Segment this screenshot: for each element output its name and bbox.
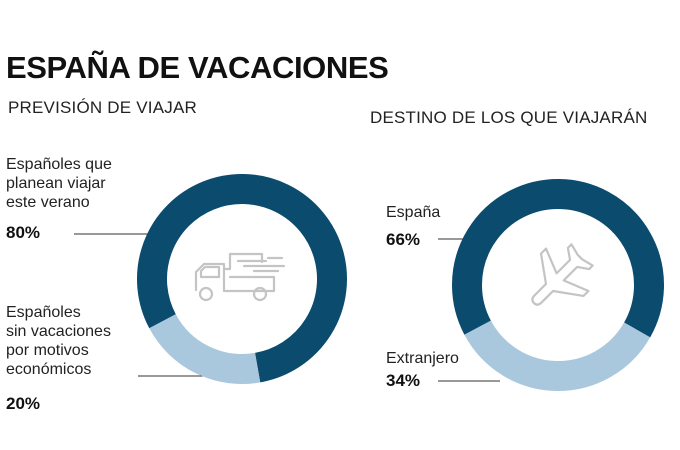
donut-2-slice-1 bbox=[452, 179, 664, 338]
chart-1-title: PREVISIÓN DE VIAJAR bbox=[8, 98, 197, 117]
donut-1-slice-1 bbox=[137, 174, 347, 383]
chart-1-slice-2-value: 20% bbox=[6, 394, 41, 413]
page-title: ESPAÑA DE VACACIONES bbox=[6, 50, 389, 85]
donut-chart-1 bbox=[137, 174, 347, 384]
chart-2-slice-2-value: 34% bbox=[386, 371, 421, 390]
truck-icon bbox=[194, 252, 286, 302]
chart-2-title: DESTINO DE LOS QUE VIAJARÁN bbox=[370, 108, 648, 127]
chart-1-slice-2-label: Españoles sin vacaciones por motivos eco… bbox=[6, 304, 111, 378]
donut-1-slice-2 bbox=[149, 313, 261, 384]
chart-1-slice-1-value: 80% bbox=[6, 223, 41, 242]
chart-2-slice-1-label: España bbox=[386, 204, 441, 221]
donut-2-slice-2 bbox=[464, 320, 651, 391]
airplane-icon bbox=[531, 243, 594, 306]
chart-1-slice-1-label: Españoles que planean viajar este verano bbox=[6, 156, 112, 211]
chart-2-slice-2-label: Extranjero bbox=[386, 350, 459, 367]
donut-chart-2 bbox=[452, 179, 664, 391]
chart-2-slice-1-value: 66% bbox=[386, 230, 421, 249]
